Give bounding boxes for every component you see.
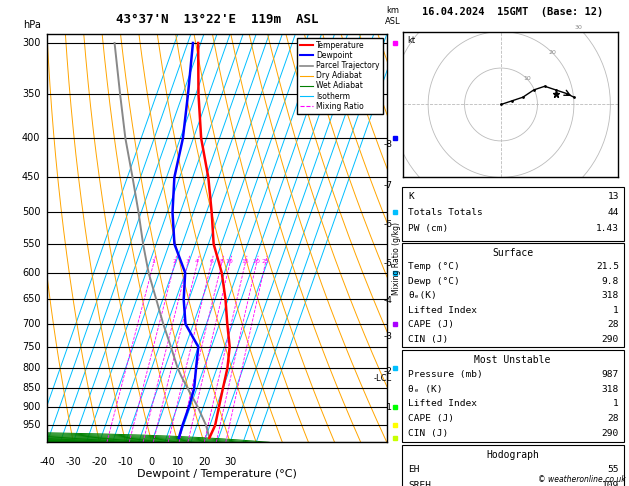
Text: Lifted Index: Lifted Index <box>408 399 477 408</box>
Bar <box>402 187 623 241</box>
Bar <box>402 243 623 347</box>
Text: 400: 400 <box>22 133 40 143</box>
Text: 8: 8 <box>220 260 223 264</box>
Text: 30: 30 <box>224 456 237 467</box>
Text: -5: -5 <box>383 259 392 268</box>
Text: 550: 550 <box>22 239 40 249</box>
Text: CAPE (J): CAPE (J) <box>408 415 455 423</box>
Text: -3: -3 <box>383 331 392 341</box>
Text: 30: 30 <box>574 25 582 30</box>
Text: 900: 900 <box>22 402 40 412</box>
Text: 6: 6 <box>209 260 213 264</box>
Text: Totals Totals: Totals Totals <box>408 208 483 217</box>
Text: 44: 44 <box>608 208 619 217</box>
Bar <box>402 350 623 442</box>
Text: 15: 15 <box>241 260 249 264</box>
Text: 800: 800 <box>22 363 40 373</box>
Text: 16.04.2024  15GMT  (Base: 12): 16.04.2024 15GMT (Base: 12) <box>422 7 603 17</box>
Text: -40: -40 <box>39 456 55 467</box>
Text: CIN (J): CIN (J) <box>408 429 448 438</box>
Text: -10: -10 <box>118 456 133 467</box>
Text: 20: 20 <box>252 260 260 264</box>
Legend: Temperature, Dewpoint, Parcel Trajectory, Dry Adiabat, Wet Adiabat, Isotherm, Mi: Temperature, Dewpoint, Parcel Trajectory… <box>297 38 383 114</box>
Text: 28: 28 <box>608 415 619 423</box>
Text: 290: 290 <box>602 335 619 344</box>
Text: -7: -7 <box>383 181 392 190</box>
Text: 3: 3 <box>186 260 189 264</box>
Text: 10: 10 <box>226 260 233 264</box>
Text: EH: EH <box>408 466 420 474</box>
Text: 9.8: 9.8 <box>602 277 619 286</box>
Text: 290: 290 <box>602 429 619 438</box>
Text: hPa: hPa <box>23 20 41 30</box>
Text: 700: 700 <box>22 319 40 329</box>
Text: 650: 650 <box>22 295 40 304</box>
Text: -8: -8 <box>383 140 392 150</box>
Text: 1.43: 1.43 <box>596 225 619 233</box>
Text: 10: 10 <box>523 76 531 81</box>
Text: 1: 1 <box>152 260 155 264</box>
Text: 21.5: 21.5 <box>596 262 619 271</box>
Text: Lifted Index: Lifted Index <box>408 306 477 315</box>
Text: km
ASL: km ASL <box>386 6 401 26</box>
Text: 2: 2 <box>172 260 176 264</box>
Text: Mixing Ratio (g/kg): Mixing Ratio (g/kg) <box>392 222 401 295</box>
Text: Pressure (mb): Pressure (mb) <box>408 370 483 379</box>
Text: 1: 1 <box>613 399 619 408</box>
Text: Hodograph: Hodograph <box>486 450 539 460</box>
Text: 55: 55 <box>608 466 619 474</box>
Text: 350: 350 <box>22 89 40 99</box>
Text: Surface: Surface <box>492 248 533 258</box>
Text: 25: 25 <box>261 260 269 264</box>
Text: -2: -2 <box>383 366 392 376</box>
Text: Most Unstable: Most Unstable <box>474 355 551 365</box>
Text: -LCL: -LCL <box>374 374 392 383</box>
Text: 850: 850 <box>22 383 40 393</box>
Text: 109: 109 <box>602 481 619 486</box>
Text: Temp (°C): Temp (°C) <box>408 262 460 271</box>
Text: 10: 10 <box>172 456 184 467</box>
Text: θₑ (K): θₑ (K) <box>408 384 443 394</box>
Text: -6: -6 <box>383 220 392 229</box>
Text: 4: 4 <box>195 260 199 264</box>
Text: Dewpoint / Temperature (°C): Dewpoint / Temperature (°C) <box>137 469 297 479</box>
Text: 0: 0 <box>148 456 155 467</box>
Text: 987: 987 <box>602 370 619 379</box>
Text: 750: 750 <box>22 342 40 352</box>
Bar <box>402 445 623 486</box>
Text: © weatheronline.co.uk: © weatheronline.co.uk <box>538 474 626 484</box>
Text: 950: 950 <box>22 420 40 430</box>
Text: CIN (J): CIN (J) <box>408 335 448 344</box>
Text: -20: -20 <box>91 456 108 467</box>
Text: θₑ(K): θₑ(K) <box>408 292 437 300</box>
Text: kt: kt <box>407 36 415 45</box>
Text: K: K <box>408 192 415 201</box>
Text: 20: 20 <box>548 51 557 55</box>
Text: 300: 300 <box>22 38 40 48</box>
Text: CAPE (J): CAPE (J) <box>408 320 455 330</box>
Text: SREH: SREH <box>408 481 431 486</box>
Text: 318: 318 <box>602 384 619 394</box>
Text: 1: 1 <box>613 306 619 315</box>
Text: -1: -1 <box>383 403 392 412</box>
Text: 43°37'N  13°22'E  119m  ASL: 43°37'N 13°22'E 119m ASL <box>116 13 318 26</box>
Text: 20: 20 <box>198 456 210 467</box>
Text: -4: -4 <box>383 296 392 305</box>
Text: -30: -30 <box>65 456 81 467</box>
Text: 600: 600 <box>22 268 40 278</box>
Text: 500: 500 <box>22 208 40 217</box>
Text: 13: 13 <box>608 192 619 201</box>
Text: 318: 318 <box>602 292 619 300</box>
Text: 28: 28 <box>608 320 619 330</box>
Text: PW (cm): PW (cm) <box>408 225 448 233</box>
Text: Dewp (°C): Dewp (°C) <box>408 277 460 286</box>
Text: 450: 450 <box>22 173 40 182</box>
